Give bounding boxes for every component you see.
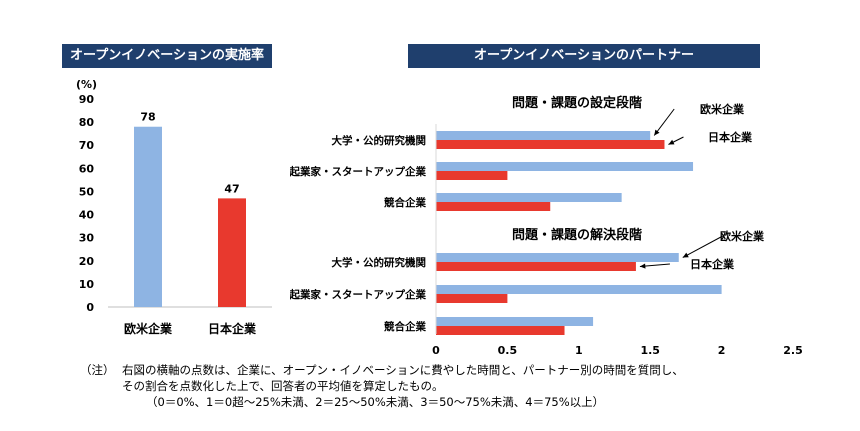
y-tick-label: 0 [86,301,94,314]
row-category-label: 競合企業 [384,320,426,333]
y-axis-unit-label: (%) [76,78,97,91]
group-title: 問題・課題の設定段階 [512,95,642,111]
y-tick-label: 60 [79,162,95,175]
data-label: 78 [140,111,155,124]
left-bar-chart: (%) 0 10 20 30 40 50 60 70 80 90 78 欧米企業 47 日本企業 [76,78,272,336]
y-tick-label: 20 [79,255,95,268]
bar-western [436,162,694,171]
series-label: 欧米企業 [720,229,765,243]
bar-western [436,317,594,326]
row-category-label: 大学・公的研究機関 [332,134,427,147]
bar-japanese [436,262,636,271]
callout-arrow-head [668,139,675,145]
callout-arrow-line [653,108,675,136]
row-category-label: 起業家・スタートアップ企業 [290,288,426,301]
y-tick-label: 10 [79,278,95,291]
bar-japanese [436,294,508,303]
y-tick-label: 40 [79,209,95,222]
bar-western [436,253,679,262]
bar-western [436,131,651,140]
row-category-label: 起業家・スタートアップ企業 [290,165,426,178]
x-tick-label: 0.5 [498,344,518,357]
bar-japanese [436,202,551,211]
callout-arrow-head [654,129,660,136]
left-chart-header: オープンイノベーションの実施率 [62,44,272,68]
bar-japanese [436,140,665,149]
x-tick-label: 1.5 [640,344,660,357]
series-label: 欧米企業 [700,102,745,116]
callout-arrow-head [639,263,646,269]
y-tick-label: 50 [79,185,95,198]
category-label: 日本企業 [208,321,257,336]
note-marker: （注） [80,363,115,377]
x-tick-label: 2 [718,344,726,357]
x-tick-label: 2.5 [783,344,803,357]
bar-western [436,193,622,202]
data-label: 47 [224,182,239,195]
y-tick-label: 70 [79,139,95,152]
y-tick-label: 30 [79,232,95,245]
bar-western [134,126,162,307]
bar-western [436,285,722,294]
bar-japanese [436,326,565,335]
note-line-2: その割合を点数化した上で、回答者の平均値を算定したもの。 [122,379,444,393]
y-tick-label: 80 [79,116,95,129]
row-category-label: 競合企業 [384,196,426,209]
right-bar-chart: 問題・課題の設定段階大学・公的研究機関起業家・スタートアップ企業競合企業欧米企業… [290,95,803,357]
callout-arrow-head [682,252,689,258]
x-tick-label: 0 [432,344,440,357]
note-line-3: （0＝0%、1＝0超～25%未満、2＝25～50%未満、3＝50～75%未満、4… [146,395,605,409]
callout-arrow-line [682,235,723,258]
note-line-1: 右図の横軸の点数は、企業に、オープン・イノベーションに費やした時間と、パートナー… [122,363,684,377]
series-label: 日本企業 [690,257,735,271]
bar-japanese [436,171,508,180]
group-title: 問題・課題の解決段階 [512,227,642,243]
x-tick-label: 1 [575,344,583,357]
row-category-label: 大学・公的研究機関 [332,256,427,269]
series-label: 日本企業 [708,130,753,144]
bar-japanese [218,198,246,307]
category-label: 欧米企業 [124,321,173,336]
y-tick-label: 90 [79,93,95,106]
right-chart-header: オープンイノベーションのパートナー [408,44,760,68]
